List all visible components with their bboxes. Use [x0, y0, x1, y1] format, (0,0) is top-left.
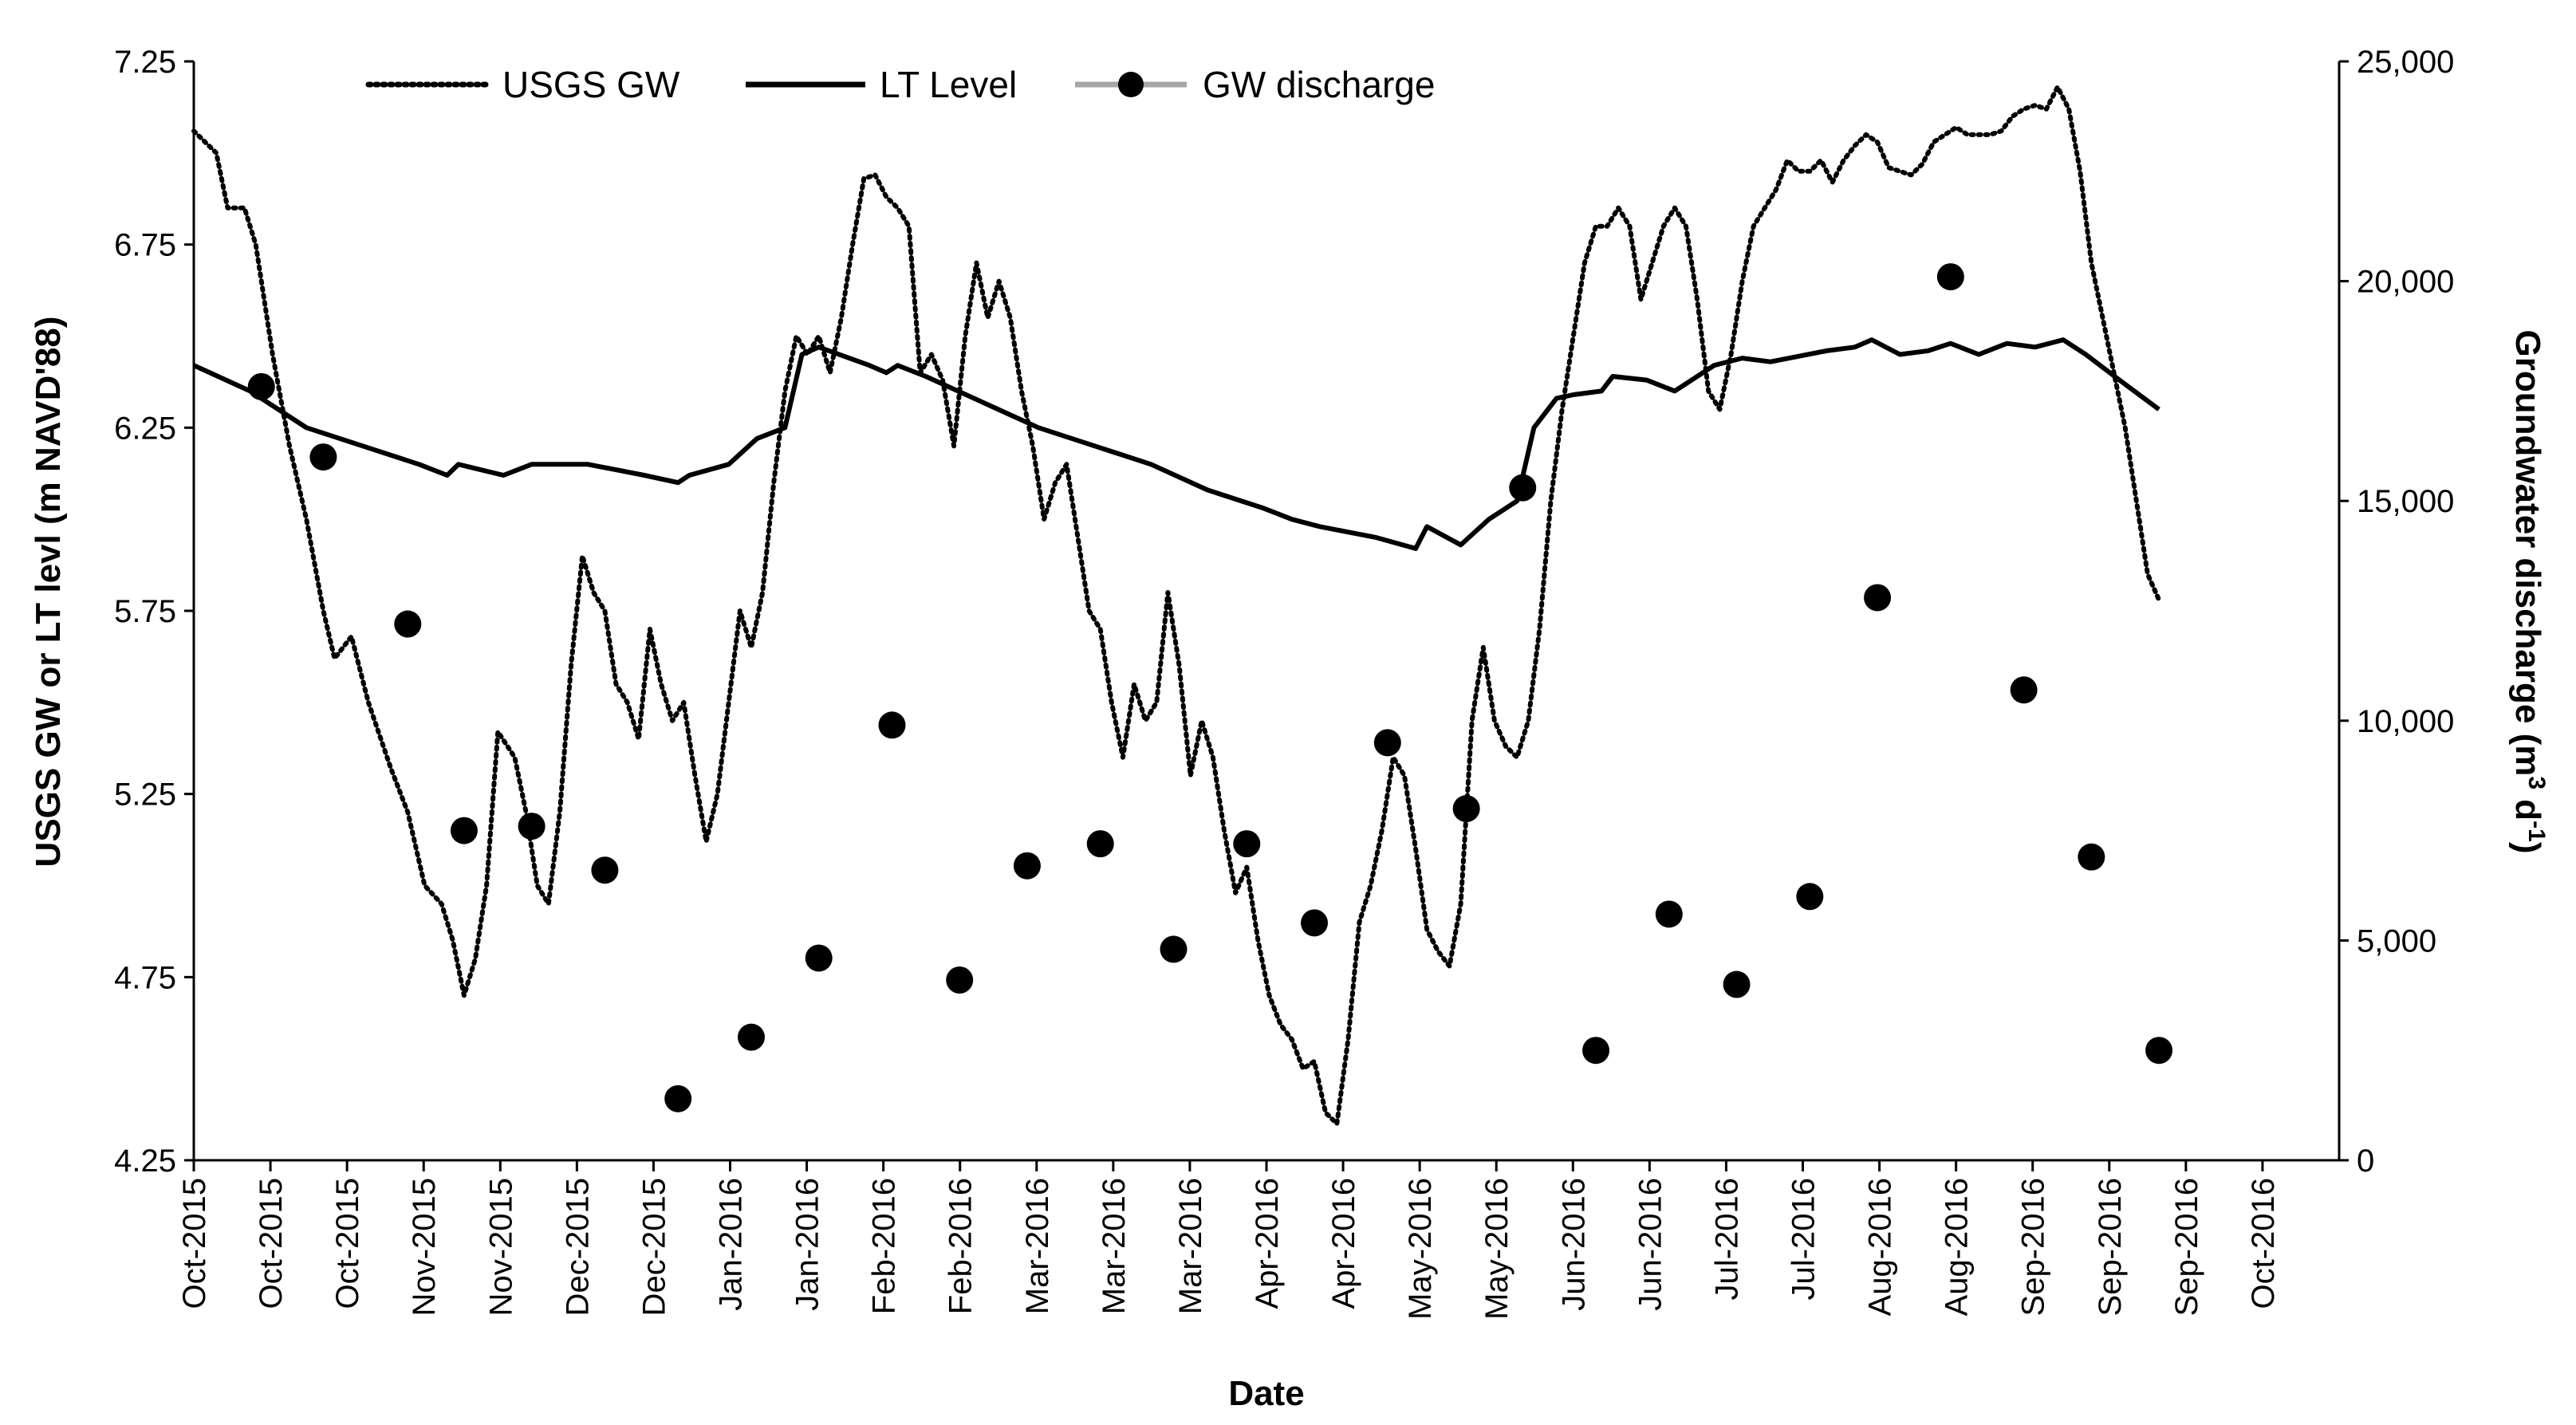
gw-discharge-point [1796, 883, 1824, 911]
x-tick-label: Mar-2016 [1173, 1178, 1208, 1314]
x-axis-title: Date [1228, 1374, 1304, 1413]
usgs-gw-series [191, 85, 2162, 1127]
y-right-tick-label: 20,000 [2357, 265, 2454, 300]
gw-discharge-point [591, 856, 619, 884]
x-tick-label: May-2016 [1403, 1178, 1438, 1320]
x-tick-label: Aug-2016 [1863, 1178, 1898, 1316]
gw-discharge-point [1373, 729, 1401, 757]
x-tick-label: Jun-2016 [1633, 1178, 1668, 1311]
x-tick-label: Mar-2016 [1020, 1178, 1055, 1314]
gw-discharge-point [518, 813, 546, 840]
x-tick-label: Aug-2016 [1940, 1178, 1975, 1316]
gw-discharge-series [247, 263, 2173, 1112]
gw-discharge-point [1013, 852, 1041, 880]
y-left-tick-label: 7.25 [114, 45, 176, 80]
gw-discharge-point [1509, 474, 1537, 502]
gw-discharge-point [805, 944, 833, 972]
tick-labels: 4.25 4.75 5.25 5.75 6.25 6.75 7.25 0 5,000 10,000… [114, 45, 2454, 1320]
x-tick-label: Apr-2016 [1250, 1178, 1285, 1309]
x-tick-label: Nov-2015 [407, 1178, 442, 1316]
gw-discharge-point [878, 711, 906, 739]
y-right-tick-label: 25,000 [2357, 45, 2454, 80]
x-tick-label: Oct-2015 [330, 1178, 365, 1309]
gw-discharge-point [2078, 843, 2105, 871]
legend-gw-discharge-label: GW discharge [1203, 64, 1435, 105]
gw-discharge-point [1452, 795, 1480, 823]
x-tick-label: May-2016 [1479, 1178, 1514, 1320]
y-axis-right-title-sup1: 3 [2523, 776, 2550, 789]
x-tick-label: Jul-2016 [1786, 1178, 1822, 1300]
gw-discharge-point [1864, 584, 1892, 612]
y-axis-right-title-prefix: Groundwater discharge (m [2508, 329, 2547, 776]
x-tick-label: Feb-2016 [943, 1178, 979, 1314]
legend-gw-discharge-marker [1118, 72, 1144, 97]
y-axis-right-title-sup2: -1 [2523, 821, 2550, 842]
lt-level-line [192, 337, 2160, 551]
gw-discharge-point [247, 372, 275, 400]
gw-discharge-point [1936, 263, 1964, 291]
gw-discharge-point [1723, 970, 1751, 998]
y-axis-right-title: Groundwater discharge (m3 d-1) [2508, 329, 2550, 853]
gw-discharge-point [1160, 935, 1188, 963]
x-tick-label: Jan-2016 [714, 1178, 749, 1311]
gw-discharge-point [1655, 900, 1683, 928]
y-right-tick-label: 10,000 [2357, 704, 2454, 739]
gw-discharge-point [1086, 830, 1114, 858]
x-tick-label: Oct-2016 [2246, 1178, 2281, 1309]
x-tick-label: Mar-2016 [1097, 1178, 1132, 1314]
gw-discharge-point [450, 817, 478, 844]
x-tick-label: Dec-2015 [560, 1178, 595, 1316]
x-tick-label: Oct-2015 [254, 1178, 289, 1309]
y-left-tick-label: 4.25 [114, 1144, 176, 1179]
y-right-tick-label: 5,000 [2357, 923, 2436, 959]
gw-discharge-point [309, 443, 337, 471]
y-axis-right-title-mid: d [2508, 789, 2547, 821]
x-tick-label: Sep-2016 [2016, 1178, 2051, 1316]
x-tick-label: Jul-2016 [1709, 1178, 1744, 1300]
gw-discharge-point [1233, 830, 1261, 858]
y-right-tick-label: 15,000 [2357, 484, 2454, 519]
lt-level-series [192, 337, 2160, 551]
gw-discharge-point [2145, 1037, 2173, 1065]
y-axis-left-title: USGS GW or LT levl (m NAVD'88) [29, 317, 68, 868]
x-tick-label: Sep-2016 [2169, 1178, 2204, 1316]
x-tick-label: Dec-2015 [636, 1178, 672, 1316]
y-left-tick-label: 5.25 [114, 777, 176, 813]
legend-lt-level-label: LT Level [880, 64, 1017, 105]
y-left-tick-label: 6.25 [114, 411, 176, 446]
gw-discharge-point [394, 610, 422, 638]
gw-discharge-point [1582, 1037, 1610, 1065]
y-left-tick-label: 4.75 [114, 960, 176, 995]
x-tick-label: Jan-2016 [790, 1178, 825, 1311]
gw-discharge-point [664, 1084, 692, 1112]
y-left-tick-label: 6.75 [114, 228, 176, 263]
gw-discharge-point [737, 1023, 765, 1051]
y-right-tick-label: 0 [2357, 1144, 2374, 1179]
chart-legend: USGS GW LT Level GW discharge [365, 64, 1435, 105]
x-tick-label: Oct-2015 [177, 1178, 212, 1309]
x-tick-label: Apr-2016 [1326, 1178, 1361, 1309]
legend-usgs-gw-label: USGS GW [502, 64, 680, 105]
gw-discharge-point [2010, 676, 2038, 704]
y-axis-right-title-suffix: ) [2508, 842, 2547, 854]
x-tick-label: Nov-2015 [483, 1178, 518, 1316]
x-tick-label: Jun-2016 [1556, 1178, 1591, 1311]
gw-discharge-point [946, 966, 974, 994]
gw-discharge-point [1301, 909, 1329, 937]
chart-axes [184, 60, 2349, 1171]
x-tick-label: Sep-2016 [2093, 1178, 2128, 1316]
x-tick-label: Feb-2016 [867, 1178, 902, 1314]
y-left-tick-label: 5.75 [114, 594, 176, 629]
usgs-gw-line [191, 85, 2162, 1127]
